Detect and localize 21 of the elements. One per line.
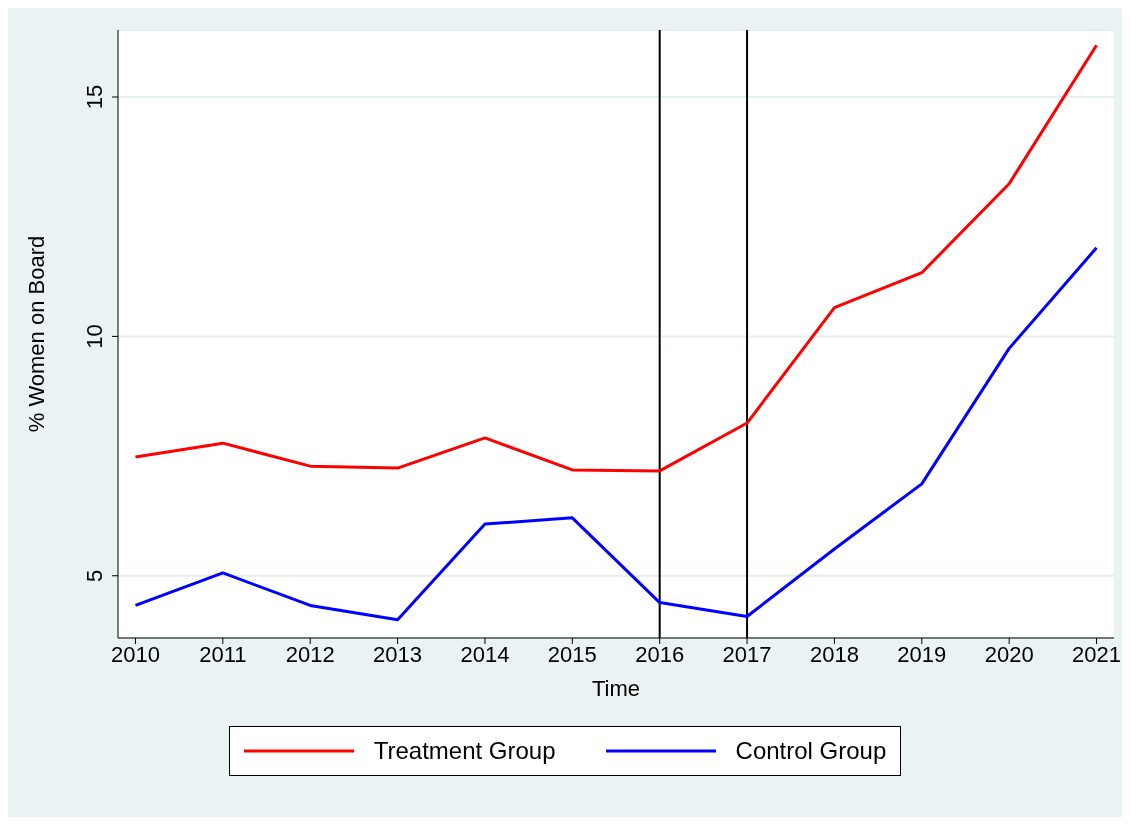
x-tick-label: 2012 bbox=[285, 641, 335, 667]
legend-label: Control Group bbox=[735, 737, 887, 765]
x-tick-label: 2016 bbox=[635, 641, 685, 667]
x-tick-label: 2011 bbox=[199, 641, 247, 667]
legend-label: Treatment Group bbox=[373, 737, 556, 765]
x-tick-label: 2019 bbox=[897, 641, 947, 667]
y-axis-title: % Women on Board bbox=[23, 235, 49, 433]
x-tick-label: 2020 bbox=[984, 641, 1034, 667]
y-tick-label: 15 bbox=[82, 84, 107, 110]
x-tick-label: 2010 bbox=[111, 641, 160, 667]
x-axis-title: Time bbox=[591, 676, 641, 701]
line-series bbox=[133, 246, 1099, 622]
line-series bbox=[133, 43, 1099, 473]
x-tick-label: 2015 bbox=[547, 641, 597, 667]
y-tick-label: 5 bbox=[82, 569, 107, 582]
x-tick-label: 2021 bbox=[1072, 641, 1121, 667]
x-tick-label: 2018 bbox=[809, 641, 859, 667]
x-tick-label: 2014 bbox=[460, 641, 510, 667]
y-tick-label: 10 bbox=[82, 324, 107, 349]
x-tick-label: 2013 bbox=[373, 641, 423, 667]
x-tick-label: 2017 bbox=[722, 641, 772, 667]
